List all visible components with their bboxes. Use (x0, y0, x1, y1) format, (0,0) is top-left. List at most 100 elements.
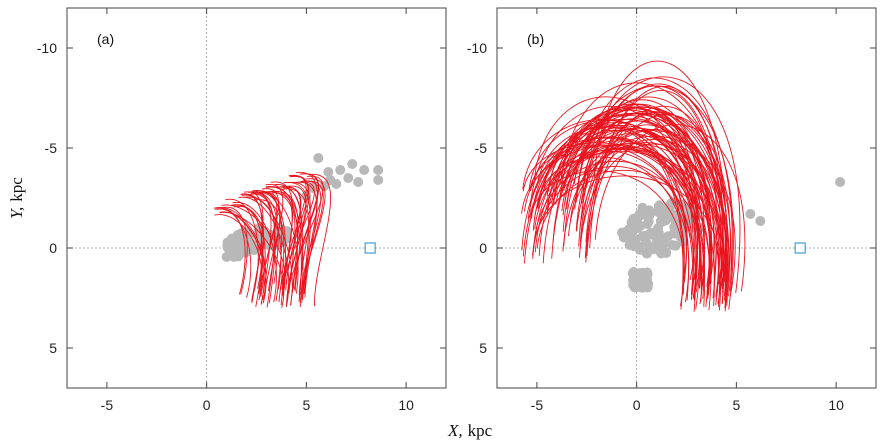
gray-cluster-point (633, 273, 644, 284)
orbit-line (308, 174, 332, 307)
orbit-line (561, 133, 712, 311)
gray-point (343, 173, 354, 183)
panel-b-label: (b) (527, 31, 544, 47)
gray-cluster-point (637, 202, 648, 213)
x-tick-label: 10 (398, 397, 414, 413)
gray-cluster-point (242, 230, 253, 241)
gray-cluster-point (643, 216, 654, 227)
orbit-line (253, 191, 286, 297)
y-tick-label: 0 (479, 240, 487, 256)
orbit-line (219, 211, 265, 304)
y-tick-label: -5 (45, 140, 58, 156)
orbit-line (569, 147, 701, 310)
orbit-line (576, 99, 710, 308)
orbit-line (580, 135, 736, 296)
gray-cluster-point (628, 213, 639, 224)
panel-a-sun-marker (364, 242, 376, 254)
orbit-line (585, 112, 705, 292)
gray-point (325, 175, 336, 185)
sun-marker (364, 242, 376, 254)
orbit-line (586, 114, 731, 299)
gray-point (835, 177, 846, 187)
gray-cluster-point (236, 243, 247, 254)
gray-cluster-point (654, 231, 665, 242)
x-tick-label: 0 (633, 397, 641, 413)
orbit-line (230, 204, 263, 289)
y-axis-title-unit: kpc (7, 177, 26, 202)
gray-cluster-point (648, 244, 659, 255)
gray-cluster-point (661, 248, 672, 259)
orbit-line (216, 208, 246, 295)
x-axis-title: X, kpc (447, 421, 493, 440)
y-tick-label: -10 (467, 40, 487, 56)
gray-cluster-point (640, 230, 651, 241)
orbit-line (522, 125, 712, 283)
orbit-line (213, 207, 252, 298)
panel-b-orbits (521, 60, 746, 312)
gray-point (313, 153, 324, 163)
y-tick-label: 0 (49, 240, 57, 256)
orbit-line (534, 140, 694, 296)
gray-cluster-point (630, 234, 641, 245)
orbit-line (581, 76, 741, 293)
orbit-line (536, 169, 701, 286)
y-axis-title-variable: Y, (7, 207, 26, 219)
orbit-line (286, 175, 310, 301)
x-tick-label: 5 (302, 397, 310, 413)
gray-point (323, 167, 334, 177)
panel-b-sun-marker (794, 242, 806, 254)
orbit-line (551, 104, 699, 286)
orbit-line (282, 181, 315, 295)
x-tick-label: 10 (828, 397, 844, 413)
orbit-line (283, 182, 311, 294)
orbit-line (232, 202, 277, 303)
y-axis-title: Y, kpc (7, 177, 26, 219)
panel-b: -5 0 5 10 -10 -5 0 5 (b) (467, 7, 877, 413)
gray-point (335, 165, 346, 175)
x-axis-title-unit: kpc (468, 421, 493, 440)
panel-b-ticks: -5 0 5 10 -10 -5 0 5 (467, 8, 876, 413)
orbit-line (532, 175, 724, 304)
orbit-line (527, 136, 702, 289)
orbit-line (529, 105, 694, 295)
orbit-line (543, 119, 725, 289)
panel-a-label: (a) (97, 31, 114, 47)
orbit-line (533, 96, 702, 302)
gray-point (373, 165, 384, 175)
panel-a-orbits (213, 172, 332, 308)
panel-a: -5 0 5 10 -10 -5 0 5 (a) (37, 7, 447, 413)
gray-cluster-point (234, 229, 245, 240)
panel-a-ticks: -5 0 5 10 -10 -5 0 5 (37, 8, 446, 413)
orbit-line (274, 186, 302, 292)
x-tick-label: -5 (101, 397, 114, 413)
x-tick-label: 5 (732, 397, 740, 413)
orbit-line (533, 160, 688, 281)
y-tick-label: -5 (475, 140, 488, 156)
orbit-line (529, 137, 720, 307)
gray-cluster-point (223, 242, 234, 253)
gray-point (755, 216, 766, 226)
orbit-line (216, 207, 267, 301)
orbit-line (576, 130, 729, 303)
gray-point (359, 165, 370, 175)
gray-cluster-point (654, 200, 665, 211)
orbit-line (225, 198, 259, 292)
sun-marker (794, 242, 806, 254)
gray-cluster-point (659, 238, 670, 249)
orbit-line (300, 180, 322, 300)
orbit-line (280, 186, 301, 291)
orbit-line (293, 181, 318, 298)
orbit-line (552, 106, 728, 279)
y-tick-label: 5 (479, 340, 487, 356)
gray-cluster-point (624, 223, 635, 234)
orbit-line (585, 90, 718, 299)
gray-point (347, 159, 358, 169)
orbit-line (555, 148, 705, 285)
gray-cluster-point (229, 251, 240, 262)
orbit-line (552, 106, 729, 306)
gray-cluster-point (670, 240, 681, 251)
orbit-line (524, 124, 685, 295)
orbit-line (292, 173, 319, 289)
orbit-line (581, 85, 721, 306)
